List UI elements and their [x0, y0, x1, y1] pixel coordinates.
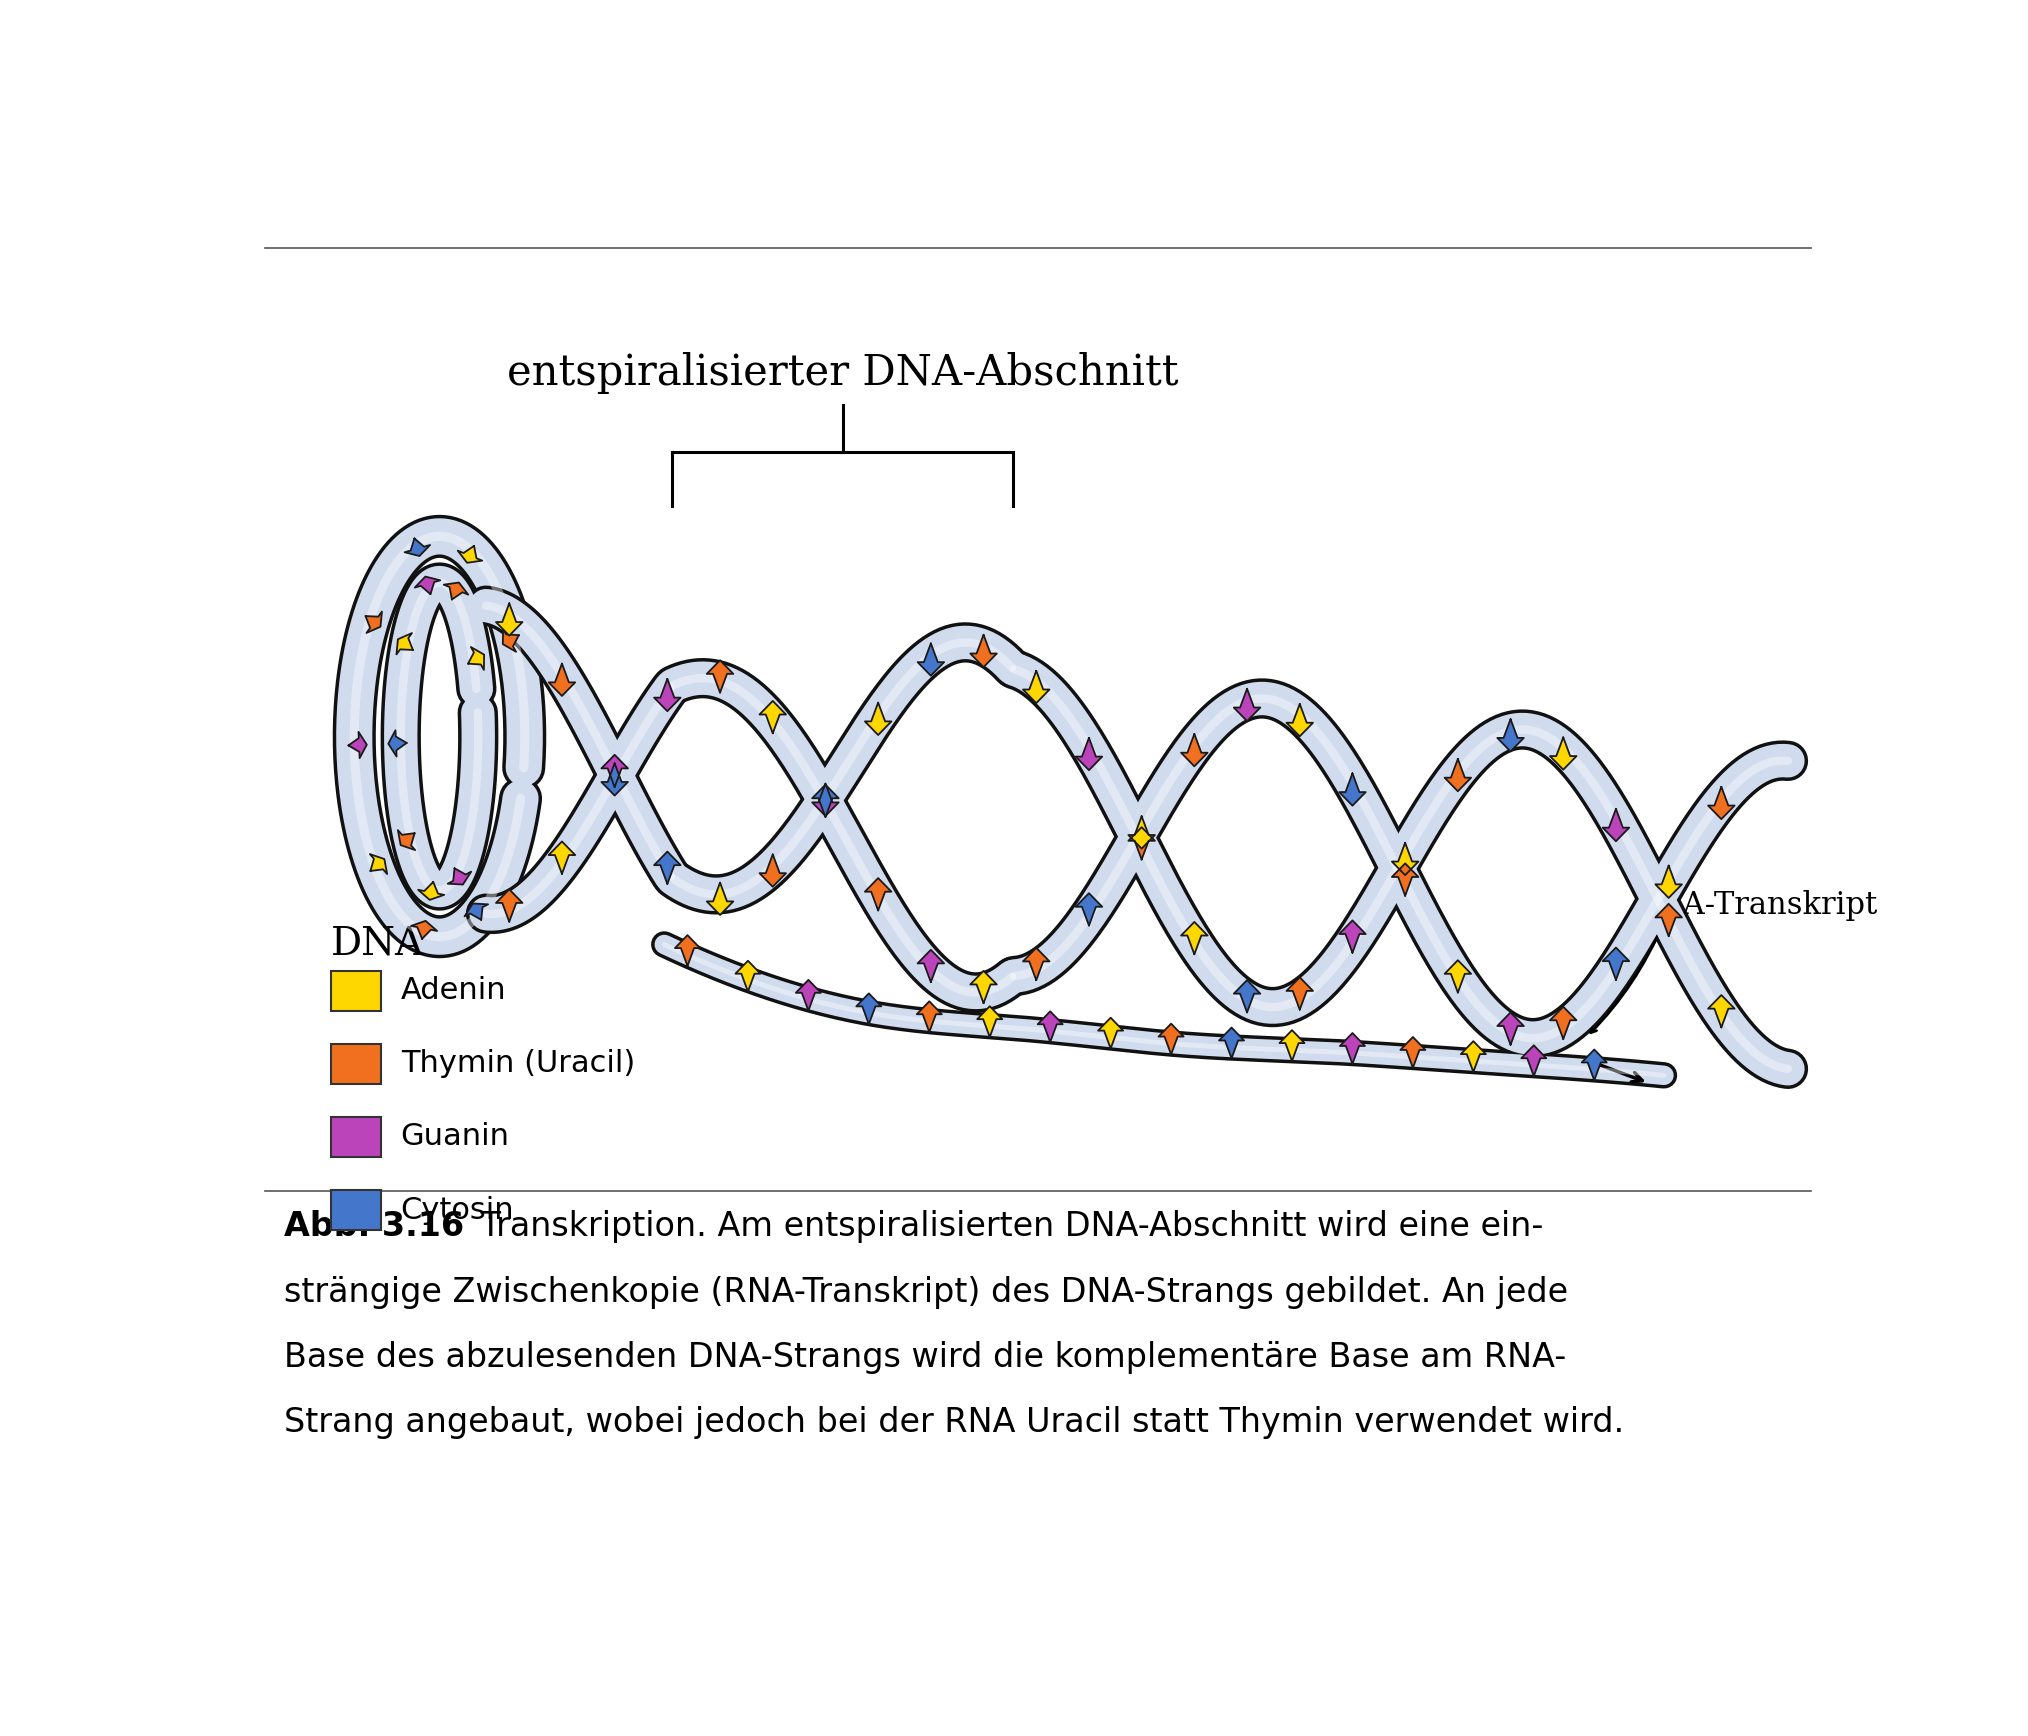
Polygon shape: [395, 634, 414, 654]
Polygon shape: [412, 920, 438, 939]
Polygon shape: [1022, 670, 1051, 703]
Polygon shape: [468, 648, 485, 670]
Polygon shape: [969, 970, 998, 1003]
Polygon shape: [503, 628, 519, 651]
Polygon shape: [811, 785, 840, 818]
Polygon shape: [856, 993, 882, 1024]
Polygon shape: [1158, 1024, 1184, 1054]
Polygon shape: [1655, 866, 1681, 898]
Polygon shape: [760, 854, 787, 887]
Text: DNA: DNA: [331, 925, 424, 963]
Polygon shape: [1602, 948, 1628, 979]
Polygon shape: [497, 889, 523, 922]
Text: Base des abzulesenden DNA-Strangs wird die komplementäre Base am RNA-: Base des abzulesenden DNA-Strangs wird d…: [284, 1340, 1568, 1373]
Polygon shape: [1582, 1050, 1606, 1080]
Polygon shape: [1233, 689, 1259, 720]
FancyBboxPatch shape: [331, 1191, 381, 1231]
Polygon shape: [917, 950, 945, 983]
Polygon shape: [406, 538, 430, 556]
Text: Abb. 3.16: Abb. 3.16: [284, 1210, 464, 1243]
Polygon shape: [655, 679, 681, 712]
Polygon shape: [1338, 773, 1365, 806]
Polygon shape: [1549, 738, 1576, 769]
Polygon shape: [602, 764, 629, 795]
Polygon shape: [1497, 1012, 1523, 1045]
Polygon shape: [397, 830, 416, 851]
Text: strängige Zwischenkopie (RNA-Transkript) des DNA-Strangs gebildet. An jede: strängige Zwischenkopie (RNA-Transkript)…: [284, 1276, 1568, 1309]
Polygon shape: [1038, 1012, 1063, 1042]
Polygon shape: [1444, 960, 1470, 993]
Polygon shape: [1401, 1036, 1426, 1068]
Polygon shape: [1075, 894, 1101, 925]
Polygon shape: [550, 663, 576, 696]
Polygon shape: [708, 660, 734, 693]
Polygon shape: [1180, 734, 1207, 766]
Text: Adenin: Adenin: [402, 976, 507, 1005]
Polygon shape: [416, 576, 440, 594]
Polygon shape: [969, 635, 998, 667]
Polygon shape: [1602, 809, 1628, 842]
Polygon shape: [418, 882, 444, 899]
Polygon shape: [1233, 981, 1259, 1012]
Polygon shape: [444, 583, 468, 599]
Polygon shape: [1097, 1017, 1124, 1049]
Polygon shape: [1391, 842, 1418, 875]
Polygon shape: [448, 868, 470, 885]
Polygon shape: [811, 783, 840, 816]
Polygon shape: [864, 878, 892, 910]
Polygon shape: [349, 733, 367, 759]
Polygon shape: [1128, 816, 1154, 849]
Polygon shape: [736, 960, 760, 991]
FancyBboxPatch shape: [331, 970, 381, 1010]
FancyBboxPatch shape: [331, 1043, 381, 1083]
Polygon shape: [1128, 826, 1154, 859]
Polygon shape: [1655, 904, 1681, 936]
Polygon shape: [1708, 786, 1734, 819]
Polygon shape: [1180, 922, 1207, 955]
Polygon shape: [1708, 995, 1734, 1028]
Polygon shape: [1022, 948, 1051, 981]
Polygon shape: [365, 611, 381, 634]
Polygon shape: [1549, 1007, 1576, 1040]
Polygon shape: [864, 703, 892, 734]
Polygon shape: [1280, 1029, 1304, 1061]
Text: Cytosin: Cytosin: [402, 1196, 515, 1224]
Polygon shape: [655, 852, 681, 884]
Polygon shape: [795, 979, 821, 1010]
Polygon shape: [1497, 719, 1523, 752]
Polygon shape: [1219, 1028, 1243, 1059]
Text: Guanin: Guanin: [402, 1123, 509, 1151]
Polygon shape: [1341, 1033, 1365, 1064]
Polygon shape: [708, 882, 734, 915]
Polygon shape: [760, 701, 787, 733]
Polygon shape: [1286, 977, 1312, 1010]
Polygon shape: [1286, 705, 1312, 736]
Polygon shape: [675, 936, 700, 965]
FancyBboxPatch shape: [331, 1116, 381, 1156]
Polygon shape: [977, 1007, 1002, 1036]
Polygon shape: [550, 842, 576, 873]
Polygon shape: [1391, 863, 1418, 896]
Polygon shape: [497, 604, 523, 635]
Polygon shape: [464, 903, 489, 920]
Polygon shape: [1521, 1045, 1545, 1076]
Text: Strang angebaut, wobei jedoch bei der RNA Uracil statt Thymin verwendet wird.: Strang angebaut, wobei jedoch bei der RN…: [284, 1406, 1624, 1439]
Text: Transkription. Am entspiralisierten DNA-Abschnitt wird eine ein-: Transkription. Am entspiralisierten DNA-…: [470, 1210, 1543, 1243]
Polygon shape: [602, 755, 629, 786]
Polygon shape: [1075, 738, 1101, 771]
Polygon shape: [458, 545, 483, 562]
Polygon shape: [369, 854, 387, 873]
Polygon shape: [387, 731, 408, 757]
Polygon shape: [917, 644, 945, 675]
Text: Thymin (Uracil): Thymin (Uracil): [402, 1049, 635, 1078]
Text: entspiralisierter DNA-Abschnitt: entspiralisierter DNA-Abschnitt: [507, 352, 1178, 394]
Text: RNA-Transkript: RNA-Transkript: [1633, 891, 1878, 922]
Polygon shape: [1444, 759, 1470, 792]
Polygon shape: [917, 1002, 941, 1033]
Polygon shape: [1338, 920, 1365, 953]
Polygon shape: [1460, 1042, 1487, 1071]
